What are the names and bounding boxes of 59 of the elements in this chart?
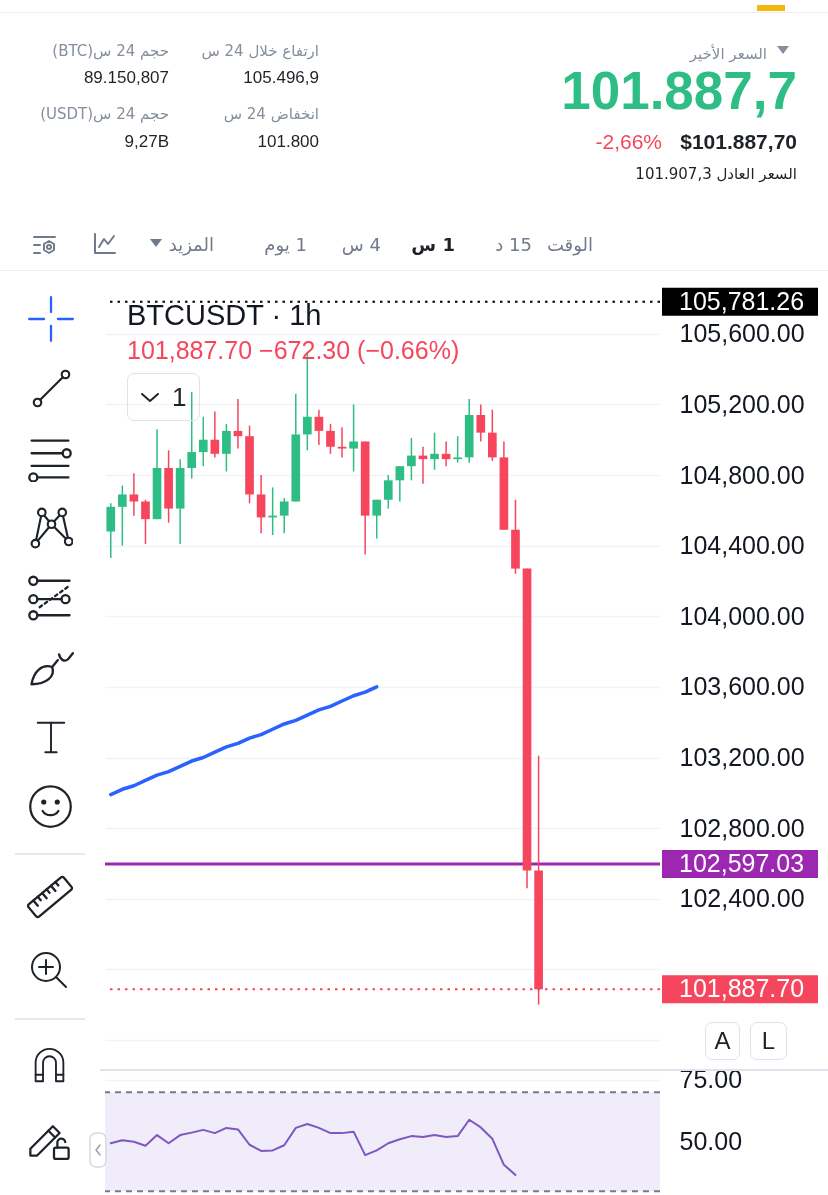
candlestick [476, 403, 486, 443]
candlestick [453, 435, 462, 464]
text: 15 د [495, 233, 532, 256]
y-tick-label: 103,200.00 [679, 743, 805, 772]
line-series [109, 1118, 517, 1176]
button: A [705, 1022, 740, 1060]
text: 1 س [411, 233, 455, 256]
candlestick [372, 499, 382, 540]
text: $101.887,70 [680, 129, 797, 155]
text: ارتفاع خلال 24 س [201, 42, 319, 61]
candlestick [383, 474, 393, 510]
text: 101,887.70 −672.30 (−0.66%) [127, 336, 460, 364]
text: 9,27B [124, 132, 169, 152]
text: BTCUSDT · 1h [127, 299, 322, 331]
candlestick [407, 437, 416, 482]
text: حجم 24 س(USDT) [40, 105, 169, 124]
y-tick-label: 105,600.00 [679, 319, 805, 348]
candlestick [395, 465, 405, 503]
ref-line-label: 102,597.03 [679, 848, 805, 877]
y-tick-label: 104,400.00 [679, 531, 805, 560]
line-series [109, 685, 379, 797]
button: L [750, 1022, 787, 1060]
candlestick [279, 497, 289, 535]
candlestick [326, 423, 335, 455]
candlestick [256, 474, 266, 535]
text: حجم 24 س(BTC) [52, 42, 169, 61]
candlestick [187, 391, 197, 480]
y-tick-label: 105,200.00 [679, 389, 805, 418]
candlestick [129, 472, 139, 517]
candlestick [430, 431, 439, 471]
text: 105.496,9 [243, 68, 319, 88]
candlestick [222, 423, 231, 473]
text: -2,66% [595, 129, 662, 155]
text: الوقت [546, 233, 593, 256]
candlestick [349, 403, 358, 473]
y-tick-label: 104,800.00 [679, 460, 805, 489]
y-tick-label: 102,800.00 [679, 813, 805, 842]
text: المزيد [168, 233, 214, 256]
dropdown-box: 1 [127, 373, 200, 421]
y-tick-label: 50.00 [679, 1127, 743, 1156]
candlestick [337, 426, 347, 459]
text: انخفاض 24 س [223, 105, 319, 124]
text: السعر الأخير [689, 45, 767, 64]
candlestick [118, 484, 127, 547]
text: 4 س [341, 233, 381, 256]
annotation: 1 [172, 381, 187, 412]
candlestick [210, 410, 220, 459]
text: السعر العادل 101.907,3 [635, 165, 797, 184]
y-tick-label: 102,400.00 [679, 884, 805, 913]
candlestick [314, 408, 324, 446]
ref-line-label: 101,887.70 [679, 974, 805, 1003]
candlestick [198, 416, 208, 467]
y-tick-label: 104,000.00 [679, 601, 805, 630]
candlestick [141, 499, 150, 545]
y-tick-label: 103,600.00 [679, 672, 805, 701]
text: 1 يوم [264, 233, 307, 256]
ref-line-label: 105,781.26 [679, 286, 805, 315]
text: 89.150,807 [83, 68, 169, 88]
text: 101.800 [257, 132, 319, 152]
